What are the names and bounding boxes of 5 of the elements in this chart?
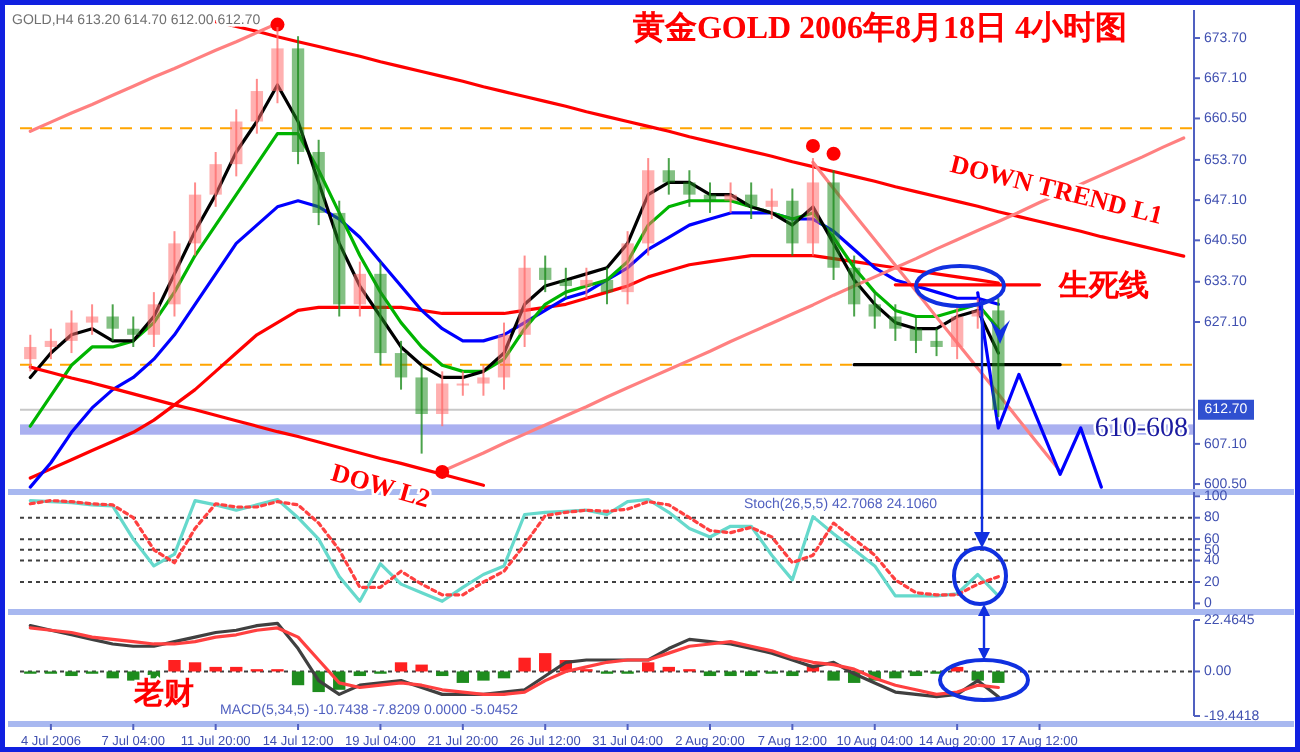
chart-title: 黄金GOLD 2006年8月18日 4小时图: [630, 10, 1128, 46]
annotation: 生死线: [1057, 268, 1149, 303]
annotation: DOWN TREND L1: [947, 148, 1166, 230]
annotation: 老财: [132, 676, 194, 711]
annotation: DOW L2: [327, 456, 434, 514]
